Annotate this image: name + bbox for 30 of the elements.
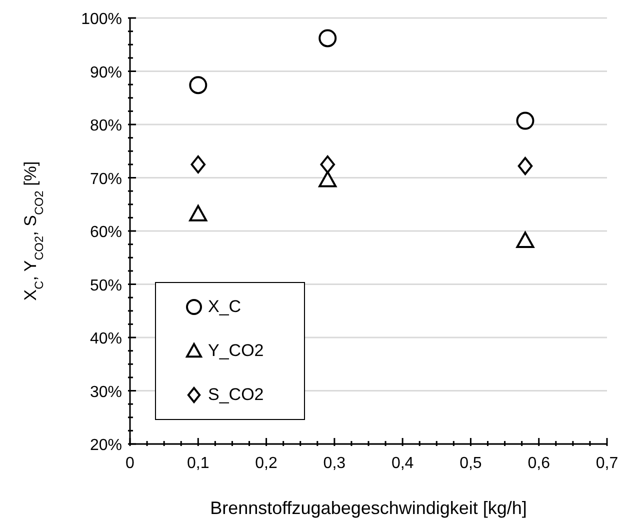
y-tick-label: 80% bbox=[90, 118, 122, 134]
x-tick-label: 0,6 bbox=[528, 455, 550, 472]
point bbox=[516, 232, 534, 248]
point bbox=[318, 29, 337, 48]
y-tick-label: 60% bbox=[90, 224, 122, 241]
point bbox=[320, 155, 336, 174]
point bbox=[518, 157, 533, 176]
point bbox=[189, 76, 208, 94]
legend-label: S_CO2 bbox=[208, 385, 264, 405]
x-tick-label: 0,7 bbox=[596, 455, 618, 472]
legend-label: X_C bbox=[208, 297, 242, 317]
point bbox=[190, 155, 206, 174]
y-tick-label: 70% bbox=[90, 170, 122, 188]
y-tick-label: 30% bbox=[90, 384, 122, 401]
x-tick-label: 0,4 bbox=[391, 455, 414, 472]
y-tick-label: 50% bbox=[90, 277, 122, 294]
point bbox=[189, 204, 208, 222]
y-tick-label: 90% bbox=[90, 64, 122, 82]
x-tick-label: 0,3 bbox=[323, 455, 346, 472]
y-tick-label: 40% bbox=[90, 330, 122, 348]
y-tick-label: 20% bbox=[90, 437, 122, 454]
point bbox=[516, 112, 534, 130]
x-tick-label: 0,2 bbox=[255, 455, 278, 472]
legend-label: Y_CO2 bbox=[208, 341, 264, 361]
x-tick-label: 0 bbox=[126, 455, 135, 472]
y-tick-label: 100% bbox=[81, 11, 122, 28]
x-axis-title: Brennstoffzugabegeschwindigkeit [kg/h] bbox=[210, 498, 527, 518]
x-tick-label: 0,1 bbox=[187, 455, 210, 472]
point bbox=[318, 170, 337, 188]
x-tick-label: 0,5 bbox=[460, 455, 482, 472]
